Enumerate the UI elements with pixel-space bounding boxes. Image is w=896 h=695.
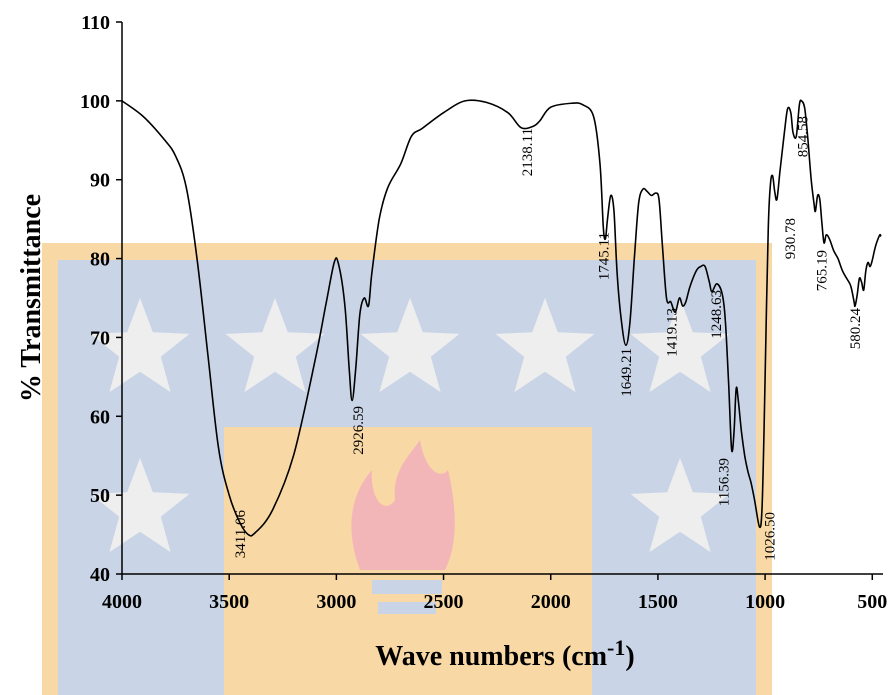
peak-label: 2926.59 [351,406,367,455]
peak-label: 930.78 [783,218,799,259]
seal-star-icon [90,298,190,393]
peak-label: 1248.63 [709,290,725,339]
peak-label: 1745.11 [596,232,612,280]
chart-axes: 40 50 60 70 80 90 100 110 4000 3500 3000 2500 2000 15… [80,12,887,613]
x-tick-label: 1000 [745,591,785,613]
seal-star-icon [630,298,730,393]
seal-star-icon [495,298,595,393]
x-tick-label: 500 [857,591,887,613]
x-tick-label: 2500 [424,591,464,613]
university-seal-watermark [42,243,772,695]
peak-label: 2138.11 [520,128,536,176]
y-tick-label: 100 [80,91,110,113]
seal-torch-band [372,580,442,594]
spectrum-line [121,99,882,537]
x-tick-label: 3000 [316,591,356,613]
peak-label: 1026.50 [762,512,778,561]
peak-label: 1419.13 [664,308,680,357]
seal-star-icon [360,298,460,393]
peak-annotations: 3411.06 2926.59 2138.11 1745.11 1649.21 1419.… [233,116,864,561]
y-tick-label: 80 [90,249,110,271]
peak-label: 854.58 [795,116,811,157]
y-tick-label: 40 [90,564,110,586]
seal-torch-band [378,602,436,614]
peak-label: 1156.39 [717,458,733,506]
y-tick-label: 50 [90,485,110,507]
seal-star-icon [225,298,325,393]
x-tick-label: 3500 [209,591,249,613]
x-axis-title: Wave numbers (cm-1) [375,635,634,672]
series-layer [121,99,882,537]
seal-star-icon [90,458,190,553]
peak-label: 1649.21 [619,348,635,397]
y-axis-title: % Transmittance [16,194,47,402]
y-tick-label: 60 [90,406,110,428]
x-tick-label: 2000 [531,591,571,613]
x-tick-label: 4000 [102,591,142,613]
y-tick-label: 110 [81,12,110,34]
x-tick-label: 1500 [638,591,678,613]
y-tick-label: 70 [90,327,110,349]
peak-label: 765.19 [814,250,830,291]
peak-label: 580.24 [848,308,864,350]
y-tick-label: 90 [90,170,110,192]
seal-star-icon [630,458,730,553]
peak-label: 3411.06 [233,510,249,559]
seal-flame-icon [351,440,455,570]
